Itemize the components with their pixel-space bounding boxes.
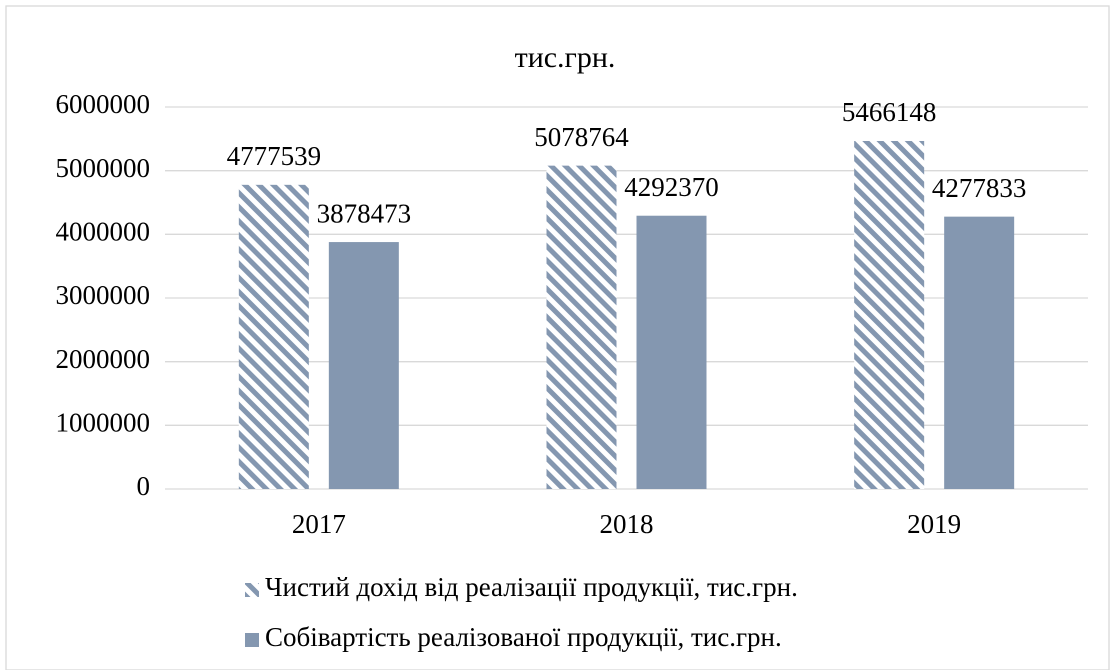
- data-label: 5078764: [534, 122, 629, 152]
- bar: [944, 216, 1015, 489]
- y-tick-label: 6000000: [56, 89, 151, 119]
- y-tick-label: 2000000: [56, 344, 151, 374]
- bar: [854, 140, 925, 489]
- y-tick-label: 5000000: [56, 153, 151, 183]
- y-tick-label: 0: [137, 471, 151, 501]
- x-tick-label: 2018: [600, 509, 654, 539]
- data-label: 4292370: [624, 172, 719, 202]
- y-tick-label: 3000000: [56, 280, 151, 310]
- data-label: 3878473: [317, 198, 412, 228]
- y-tick-label: 4000000: [56, 217, 151, 247]
- data-label: 4777539: [227, 141, 322, 171]
- chart-title: тис.грн.: [515, 41, 616, 74]
- y-tick-label: 1000000: [56, 408, 151, 438]
- bar: [546, 165, 617, 489]
- x-tick-label: 2017: [292, 509, 346, 539]
- data-label: 5466148: [842, 97, 937, 127]
- legend-label: Чистий дохід від реалізації продукції, т…: [265, 572, 798, 602]
- legend-marker: [245, 583, 259, 597]
- x-tick-label: 2019: [907, 509, 961, 539]
- bar: [636, 215, 707, 489]
- bar: [238, 184, 309, 489]
- legend-label: Собівартість реалізованої продукції, тис…: [265, 622, 782, 652]
- bar: [328, 242, 399, 489]
- legend-marker: [245, 633, 259, 647]
- data-label: 4277833: [932, 173, 1027, 203]
